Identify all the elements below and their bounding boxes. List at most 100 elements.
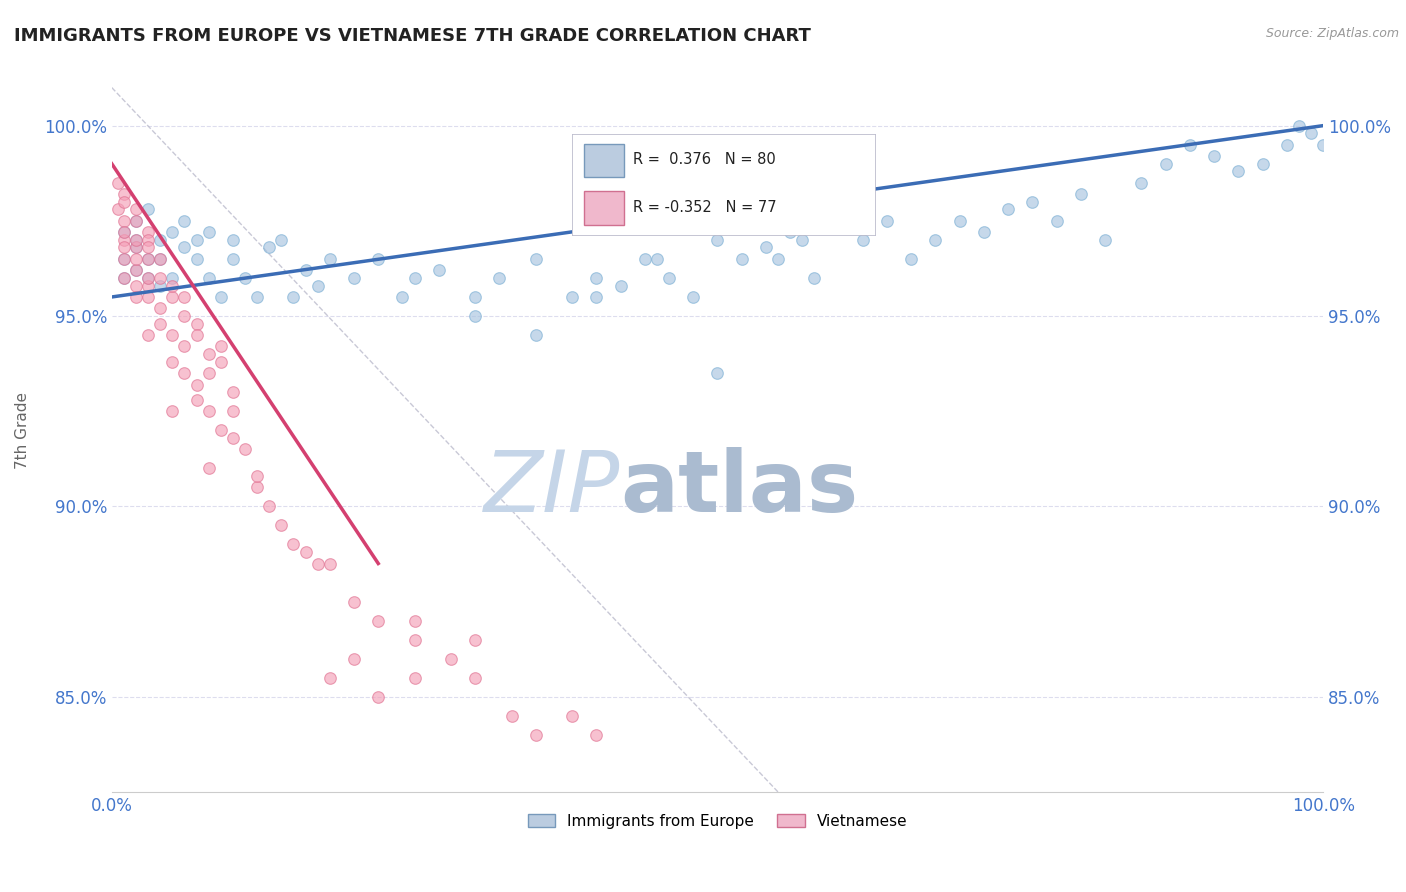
Point <box>136 240 159 254</box>
Point <box>209 339 232 353</box>
Point <box>136 271 159 285</box>
Point <box>173 290 195 304</box>
Point <box>343 271 366 285</box>
Point <box>125 278 148 293</box>
Point <box>136 328 159 343</box>
Point <box>924 233 946 247</box>
Point <box>1227 164 1250 178</box>
Point <box>779 225 801 239</box>
Point <box>367 614 389 628</box>
Point <box>792 233 814 247</box>
Point <box>319 252 342 266</box>
Point <box>197 271 219 285</box>
Point <box>107 176 129 190</box>
Point <box>658 271 681 285</box>
Point <box>440 651 463 665</box>
Point <box>149 317 172 331</box>
Point <box>222 431 245 445</box>
Point <box>186 392 208 407</box>
Point <box>464 309 486 323</box>
Point <box>1154 157 1177 171</box>
Point <box>1299 126 1322 140</box>
Point <box>162 328 184 343</box>
Point <box>367 252 389 266</box>
Point <box>186 377 208 392</box>
Point <box>645 252 668 266</box>
Point <box>125 233 148 247</box>
Point <box>973 225 995 239</box>
Text: atlas: atlas <box>620 447 859 530</box>
Point <box>1275 137 1298 152</box>
Point <box>136 271 159 285</box>
Point <box>1251 157 1274 171</box>
Point <box>1021 194 1043 209</box>
Point <box>136 252 159 266</box>
Point <box>464 290 486 304</box>
Point <box>112 194 135 209</box>
Point <box>1204 149 1226 163</box>
Point <box>112 214 135 228</box>
Point <box>125 263 148 277</box>
Point <box>209 290 232 304</box>
Point <box>186 317 208 331</box>
Point <box>197 225 219 239</box>
Point <box>561 290 583 304</box>
Point <box>222 404 245 418</box>
Point <box>766 252 789 266</box>
Point <box>125 214 148 228</box>
Point <box>706 366 728 380</box>
Point <box>222 385 245 400</box>
Point <box>257 240 280 254</box>
Point <box>1312 137 1334 152</box>
Point <box>149 301 172 316</box>
Point <box>112 187 135 202</box>
Point <box>343 594 366 608</box>
Point <box>233 442 256 457</box>
Point <box>197 347 219 361</box>
Point <box>136 225 159 239</box>
Point <box>404 271 426 285</box>
Point <box>319 557 342 571</box>
Point <box>173 339 195 353</box>
Point <box>464 671 486 685</box>
Point <box>173 214 195 228</box>
Point <box>257 500 280 514</box>
Point <box>149 233 172 247</box>
Point <box>186 328 208 343</box>
Point <box>1094 233 1116 247</box>
Point <box>294 545 316 559</box>
Point <box>731 252 754 266</box>
Point <box>149 278 172 293</box>
Point <box>270 233 292 247</box>
Point <box>186 252 208 266</box>
Point <box>949 214 972 228</box>
Point <box>149 252 172 266</box>
Point <box>149 252 172 266</box>
Point <box>464 632 486 647</box>
Point <box>246 469 269 483</box>
Point <box>112 252 135 266</box>
Point <box>125 240 148 254</box>
Point <box>162 271 184 285</box>
Point <box>186 233 208 247</box>
Point <box>125 233 148 247</box>
Point <box>197 461 219 475</box>
Point <box>307 278 329 293</box>
Point <box>112 225 135 239</box>
Point <box>112 240 135 254</box>
Point <box>233 271 256 285</box>
Point <box>222 252 245 266</box>
Point <box>173 366 195 380</box>
Point <box>162 225 184 239</box>
Point <box>634 252 657 266</box>
Point <box>319 671 342 685</box>
Point <box>404 614 426 628</box>
Point <box>112 225 135 239</box>
Point <box>197 404 219 418</box>
Point <box>283 290 305 304</box>
Point <box>755 240 778 254</box>
Point <box>997 202 1019 217</box>
Point <box>125 263 148 277</box>
Point <box>1070 187 1092 202</box>
Point <box>173 309 195 323</box>
